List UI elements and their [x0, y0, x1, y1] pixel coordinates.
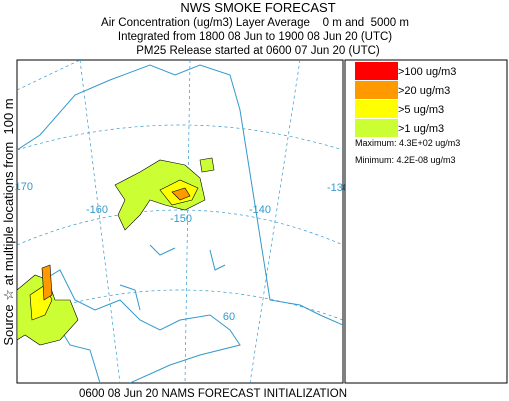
map-label: -140 [249, 204, 271, 216]
title: NWS SMOKE FORECAST [180, 0, 335, 15]
map-label: 60 [223, 311, 235, 323]
map-label: -160 [86, 204, 108, 216]
release: PM25 Release started at 0600 07 Jun 20 (… [136, 45, 380, 57]
side-label: Source ☆ at multiple locations from 100 … [1, 98, 16, 345]
integration: Integrated from 1800 08 Jun to 1900 08 J… [118, 31, 392, 43]
map-label: -130 [327, 182, 349, 194]
map: -170 -160 -150 -140 -130 60 [11, 59, 349, 384]
map-label: -150 [170, 213, 192, 225]
legend-label: >20 ug/m3 [398, 85, 450, 97]
map-frame [16, 59, 344, 384]
legend-swatch [355, 119, 398, 137]
legend-label: >100 ug/m3 [398, 66, 456, 78]
legend-swatch [355, 62, 398, 80]
legend-swatch [355, 100, 398, 118]
maximum: Maximum: 4.3E+02 ug/m3 [355, 138, 460, 148]
minimum: Minimum: 4.2E-08 ug/m3 [355, 155, 456, 165]
legend-label: >5 ug/m3 [398, 104, 444, 116]
legend-label: >1 ug/m3 [398, 123, 444, 135]
footer: 0600 08 Jun 20 NAMS FORECAST INITIALIZAT… [79, 388, 347, 400]
legend-swatch [355, 81, 398, 99]
legend: Maximum: 4.3E+02 ug/m3 Minimum: 4.2E-08 … [344, 59, 508, 384]
subtitle: Air Concentration (ug/m3) Layer Average … [101, 17, 409, 29]
map-label: -170 [11, 181, 33, 193]
